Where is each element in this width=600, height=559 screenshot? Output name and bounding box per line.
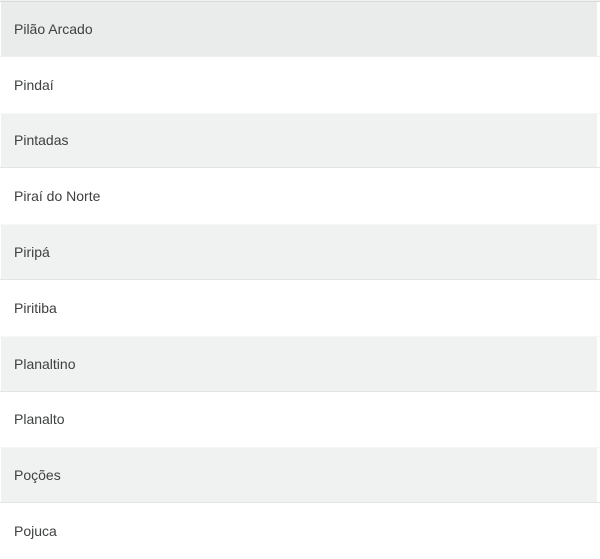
list-item-label: Piraí do Norte xyxy=(14,188,101,205)
list-item[interactable]: Pindaí xyxy=(0,56,600,113)
list-item[interactable]: Pilão Arcado xyxy=(0,1,600,57)
list-item[interactable]: Piraí do Norte xyxy=(0,168,600,225)
list-item[interactable]: Pintadas xyxy=(0,112,600,169)
list-item-label: Pindaí xyxy=(14,76,54,93)
list-item-label: Planaltino xyxy=(14,355,76,372)
list-item-label: Poções xyxy=(14,467,61,484)
list-item[interactable]: Pojuca xyxy=(0,503,600,559)
list-item[interactable]: Piripá xyxy=(0,224,600,280)
list-item-label: Pintadas xyxy=(14,132,69,149)
list-item-label: Planalto xyxy=(14,411,65,428)
list-item[interactable]: Planaltino xyxy=(0,335,600,392)
list-item[interactable]: Poções xyxy=(0,447,600,504)
list-item-label: Pilão Arcado xyxy=(14,20,93,37)
list-item[interactable]: Piritiba xyxy=(0,279,600,336)
list-item-label: Piripá xyxy=(14,244,50,261)
list-item-label: Piritiba xyxy=(14,299,57,316)
list-item-label: Pojuca xyxy=(14,523,57,540)
list-item[interactable]: Planalto xyxy=(0,391,600,448)
